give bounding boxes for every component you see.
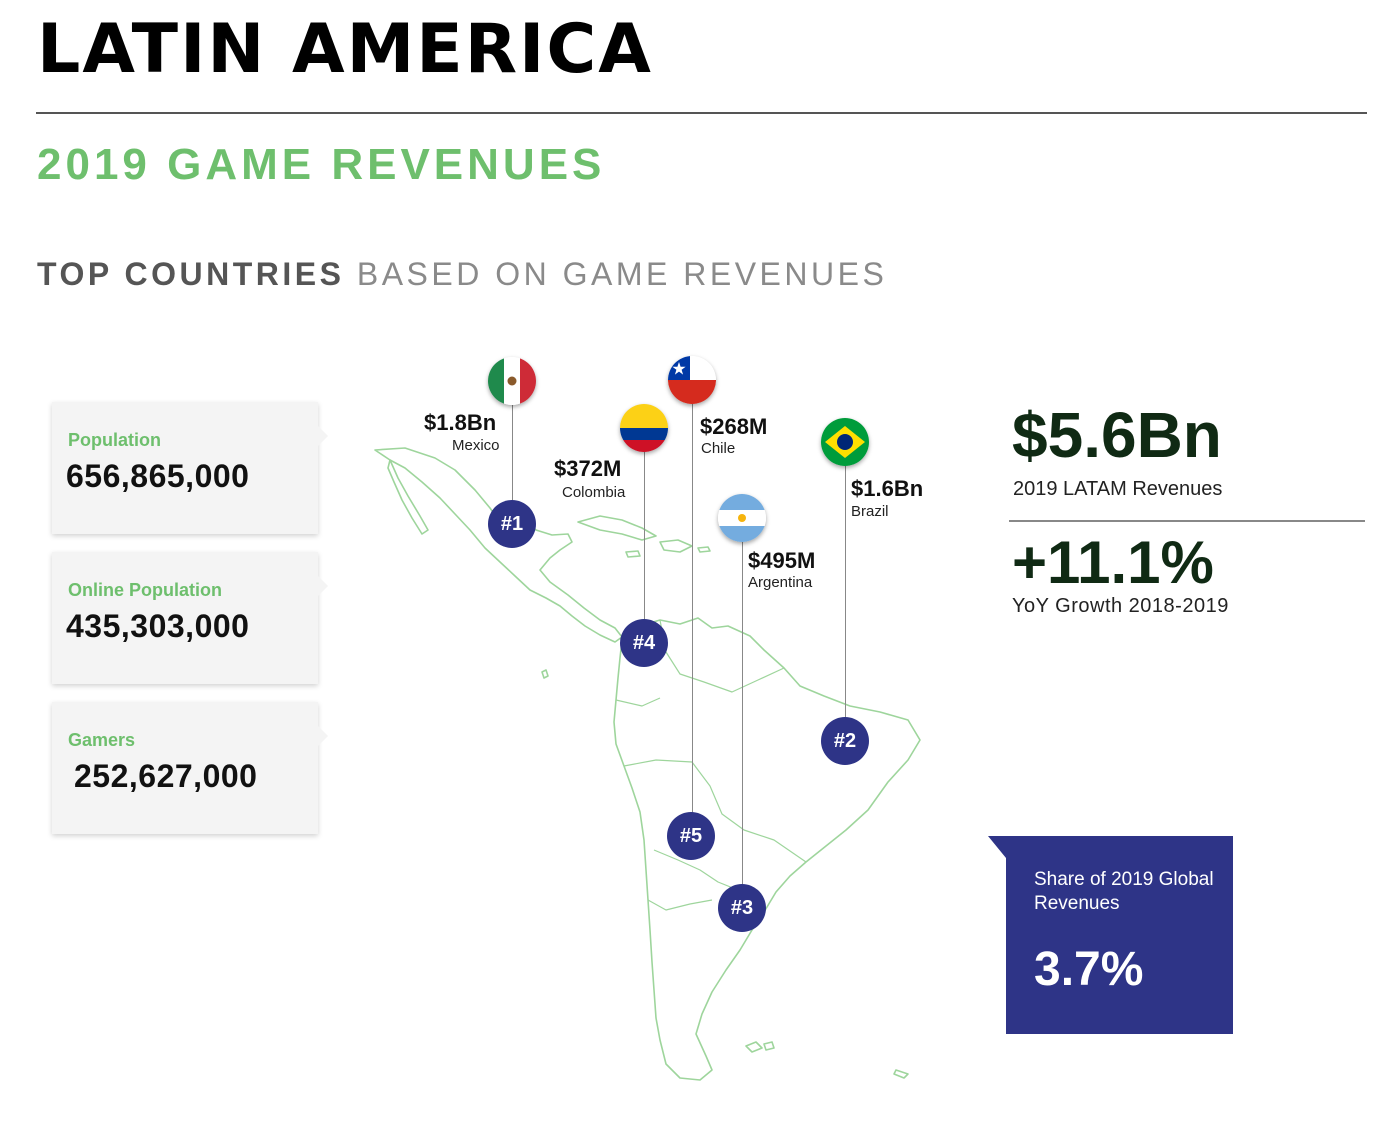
- brazil-pin-line: [845, 465, 846, 723]
- mexico-pin-line: [512, 404, 513, 506]
- colombia-revenue: $372M: [554, 456, 622, 481]
- brazil-flag-icon: [821, 418, 869, 466]
- baja-california-outline: [387, 459, 429, 535]
- stat-label: Population: [68, 430, 161, 450]
- kpi-divider: [1009, 520, 1365, 522]
- stat-value: 252,627,000: [74, 758, 258, 794]
- jamaica-outline: [625, 550, 641, 558]
- mexico-country-name: Mexico: [452, 437, 500, 454]
- yoy-growth-label: YoY Growth 2018-2019: [1012, 595, 1229, 617]
- chile-flag-icon: [668, 356, 716, 404]
- falkland-islands-outline: [745, 1041, 775, 1053]
- total-revenue-value: $5.6Bn: [1012, 399, 1222, 471]
- south-georgia-outline: [893, 1069, 909, 1079]
- rank-badge-brazil: #2: [821, 717, 869, 765]
- colombia-pin-line: [644, 451, 645, 625]
- title-divider: [36, 112, 1367, 114]
- stat-card-gamers: Gamers 252,627,000: [52, 702, 328, 834]
- global-share-label: Share of 2019 Global Revenues: [1034, 869, 1214, 914]
- argentina-flag-icon: [718, 494, 766, 542]
- share-box-notch: [988, 836, 1006, 858]
- yoy-growth-value: +11.1%: [1012, 529, 1214, 596]
- rank-badge-chile: #5: [667, 812, 715, 860]
- brazil-country-name: Brazil: [851, 503, 889, 520]
- brazil-revenue: $1.6Bn: [851, 476, 924, 501]
- galapagos-outline: [541, 669, 549, 679]
- argentina-revenue: $495M: [748, 548, 816, 573]
- section-heading: TOP COUNTRIES BASED ON GAME REVENUES: [37, 256, 887, 293]
- stat-card-population: Population 656,865,000: [52, 402, 328, 534]
- rank-badge-argentina: #3: [718, 884, 766, 932]
- mexico-revenue: $1.8Bn: [424, 410, 497, 435]
- south-america-outline: [613, 617, 921, 1081]
- colombia-country-name: Colombia: [562, 484, 626, 501]
- page-subtitle: 2019 GAME REVENUES: [37, 140, 606, 189]
- chile-pin-line: [692, 403, 693, 817]
- cuba-outline: [577, 515, 657, 541]
- country-borders: [615, 619, 807, 913]
- stat-value: 435,303,000: [66, 608, 250, 644]
- stat-card-online-population: Online Population 435,303,000: [52, 552, 328, 684]
- page-title: LATIN AMERICA: [37, 10, 653, 89]
- total-revenue-label: 2019 LATAM Revenues: [1013, 478, 1223, 500]
- global-share-value: 3.7%: [1034, 943, 1144, 996]
- stat-label: Online Population: [68, 580, 222, 600]
- puerto-rico-outline: [697, 546, 711, 553]
- stat-label: Gamers: [68, 730, 136, 750]
- latin-america-map: [374, 447, 921, 1081]
- rank-badge-mexico: #1: [488, 500, 536, 548]
- colombia-flag-icon: [620, 404, 668, 452]
- argentina-pin-line: [742, 541, 743, 890]
- section-heading-strong: TOP COUNTRIES: [37, 256, 345, 292]
- section-heading-rest: BASED ON GAME REVENUES: [344, 256, 888, 292]
- mexico-flag-icon: [488, 357, 536, 405]
- argentina-country-name: Argentina: [748, 574, 813, 591]
- hispaniola-outline: [659, 539, 693, 553]
- rank-badge-colombia: #4: [620, 619, 668, 667]
- global-share-box: Share of 2019 Global Revenues 3.7%: [1006, 836, 1233, 1034]
- chile-revenue: $268M: [700, 414, 768, 439]
- chile-country-name: Chile: [701, 440, 736, 457]
- stat-value: 656,865,000: [66, 458, 250, 494]
